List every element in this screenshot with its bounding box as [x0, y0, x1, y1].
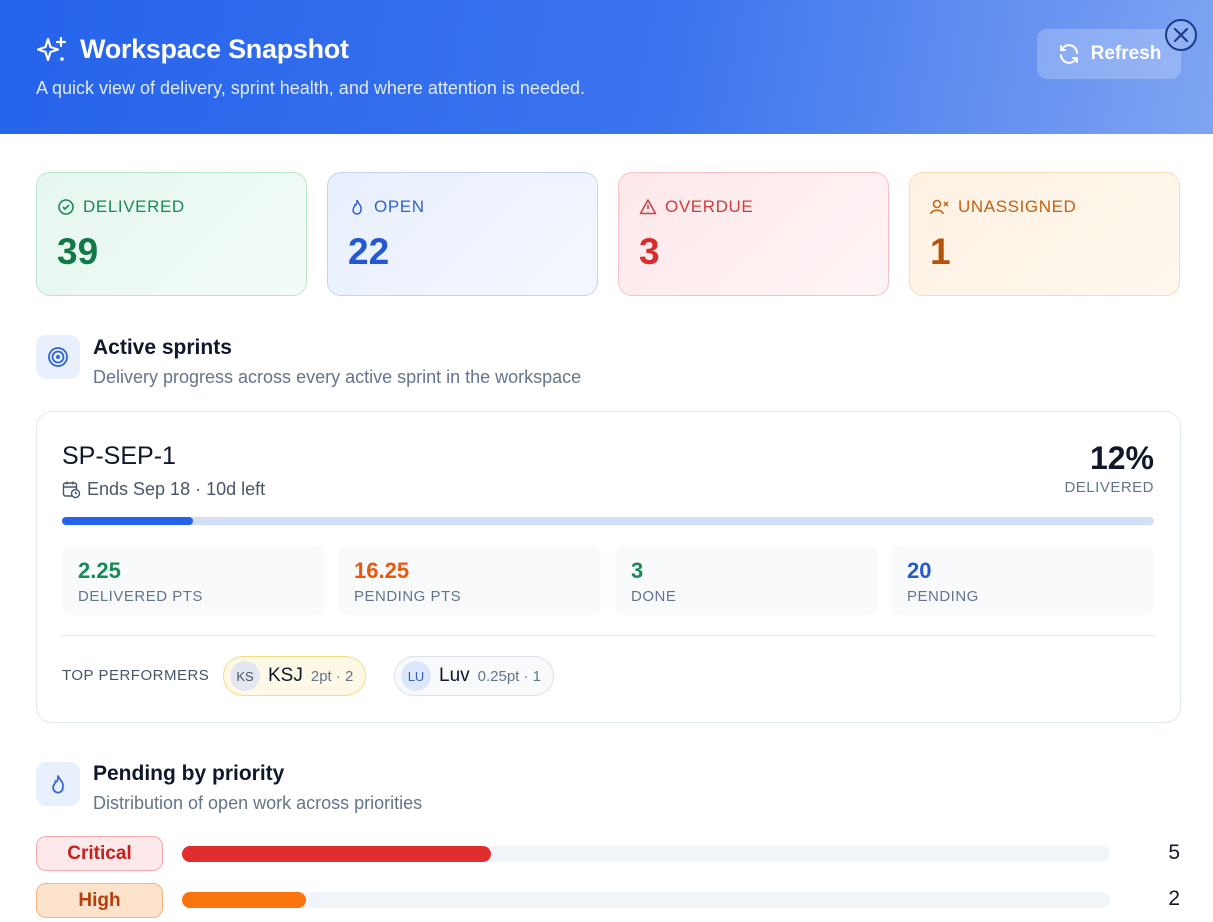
metric-label: PENDING	[907, 588, 979, 605]
performer-chip: LU Luv 0.25pt · 1	[394, 656, 555, 696]
section-icon	[36, 762, 80, 806]
header-title: Workspace Snapshot	[80, 34, 349, 64]
sprint-percent: 12%	[1089, 440, 1154, 476]
close-button[interactable]	[1165, 19, 1197, 51]
stat-card: OVERDUE 3	[618, 172, 889, 296]
metric-label: DONE	[631, 588, 677, 605]
metric-value: 2.25	[78, 558, 121, 583]
performer-name: Luv	[439, 665, 470, 686]
performer-initials: LU	[401, 661, 431, 691]
stat-label: OPEN	[374, 197, 425, 216]
priority-bar	[182, 892, 306, 908]
stat-card: OPEN 22	[327, 172, 598, 296]
metric: 20 PENDING	[891, 546, 1154, 615]
calendar-icon	[62, 481, 81, 499]
sprint-name: SP-SEP-1	[62, 442, 176, 470]
performers-label: TOP PERFORMERS	[62, 667, 210, 684]
warning-icon	[639, 199, 657, 215]
stat-card: UNASSIGNED 1	[909, 172, 1180, 296]
priority-pill: High	[36, 883, 163, 918]
metric: 2.25 DELIVERED PTS	[62, 546, 325, 615]
stat-label-row: DELIVERED	[57, 197, 185, 217]
performer-name: KSJ	[268, 665, 303, 686]
stat-value: 22	[348, 231, 390, 272]
sprint-progress-track	[62, 517, 1154, 525]
priority-value: 2	[1168, 887, 1180, 910]
section-title: Active sprints	[93, 336, 232, 359]
refresh-button[interactable]: Refresh	[1037, 29, 1181, 79]
performer-initials: KS	[230, 661, 260, 691]
sprint-ends-row: Ends Sep 18 · 10d left	[62, 479, 265, 500]
section-subtitle: Delivery progress across every active sp…	[93, 367, 582, 387]
metric-label: DELIVERED PTS	[78, 588, 203, 605]
header: Workspace Snapshot A quick view of deliv…	[0, 0, 1213, 134]
priority-pill: Critical	[36, 836, 163, 871]
performer-detail: 2pt · 2	[310, 667, 354, 685]
section-icon	[36, 335, 80, 379]
priority-track	[182, 892, 1110, 908]
stat-label-row: OVERDUE	[639, 197, 753, 217]
metric-value: 16.25	[354, 558, 410, 583]
priority-bar	[182, 846, 492, 862]
metric-label: PENDING PTS	[354, 588, 462, 605]
stat-label: OVERDUE	[665, 197, 754, 216]
stat-value: 3	[639, 231, 660, 272]
close-icon	[1173, 27, 1189, 43]
flame-icon	[352, 199, 362, 215]
refresh-icon	[1059, 44, 1078, 64]
stat-label-row: OPEN	[348, 197, 425, 217]
priority-value: 5	[1168, 841, 1180, 864]
performer-detail: 0.25pt · 1	[477, 667, 542, 685]
metric: 3 DONE	[615, 546, 878, 615]
priority-track	[182, 846, 1110, 862]
user-x-icon	[930, 199, 949, 215]
section-subtitle: Distribution of open work across priorit…	[93, 793, 423, 813]
sprint-percent-caption: DELIVERED	[1064, 479, 1154, 496]
sprint-ends: Ends Sep 18 · 10d left	[87, 479, 266, 499]
section-title: Pending by priority	[93, 762, 285, 785]
sprint-progress-fill	[62, 517, 194, 525]
header-subtitle: A quick view of delivery, sprint health,…	[36, 78, 585, 98]
stat-label-row: UNASSIGNED	[930, 197, 1076, 217]
refresh-label: Refresh	[1090, 43, 1162, 64]
metric-value: 3	[631, 558, 644, 583]
flame-icon	[52, 775, 64, 794]
stat-label: DELIVERED	[83, 197, 185, 216]
divider	[62, 635, 1154, 636]
sparkle-icon	[36, 36, 67, 62]
performer-chip: KS KSJ 2pt · 2	[223, 656, 367, 696]
sprint-card	[36, 411, 1181, 723]
metric-value: 20	[907, 558, 932, 583]
check-icon	[58, 199, 74, 215]
stat-value: 39	[57, 231, 99, 272]
stat-label: UNASSIGNED	[958, 197, 1077, 216]
target-icon	[48, 347, 68, 367]
stat-value: 1	[930, 231, 951, 272]
stat-card: DELIVERED 39	[36, 172, 307, 296]
metric: 16.25 PENDING PTS	[338, 546, 601, 615]
